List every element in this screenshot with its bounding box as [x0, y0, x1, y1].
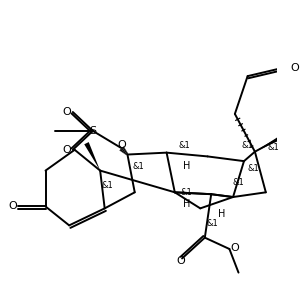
Text: O: O — [62, 107, 71, 117]
Text: O: O — [118, 140, 126, 150]
Polygon shape — [84, 142, 100, 171]
Text: &1: &1 — [242, 141, 254, 150]
Text: O: O — [230, 243, 239, 253]
Text: &1: &1 — [247, 164, 259, 173]
Text: &1: &1 — [233, 178, 244, 187]
Text: O: O — [176, 256, 185, 266]
Text: H: H — [183, 161, 190, 171]
Text: &1: &1 — [206, 219, 218, 228]
Text: O: O — [290, 63, 299, 73]
Polygon shape — [255, 130, 291, 152]
Text: S: S — [89, 126, 96, 136]
Text: &1: &1 — [181, 188, 192, 197]
Text: H: H — [218, 209, 225, 219]
Text: &1: &1 — [102, 181, 113, 190]
Text: &1: &1 — [179, 141, 191, 150]
Text: &1: &1 — [267, 143, 279, 152]
Text: O: O — [9, 202, 18, 212]
Text: O: O — [62, 145, 71, 155]
Text: &1: &1 — [133, 162, 144, 171]
Text: H: H — [183, 199, 190, 209]
